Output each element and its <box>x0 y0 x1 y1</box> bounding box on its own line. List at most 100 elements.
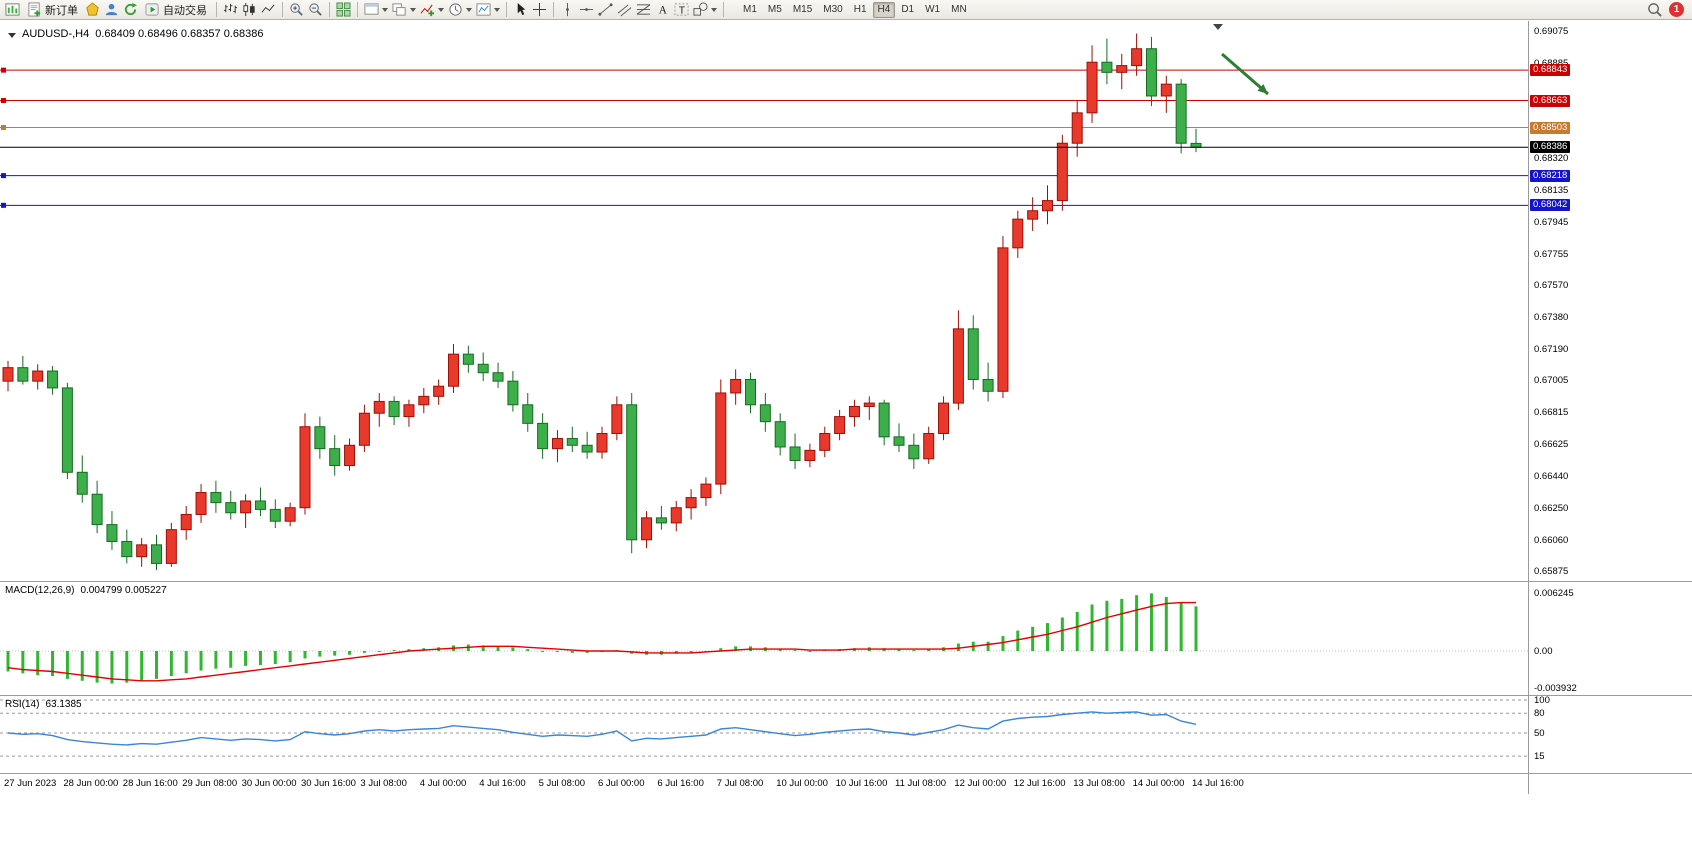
indicators-icon[interactable] <box>418 1 437 18</box>
horizontal-line-icon[interactable] <box>577 1 596 18</box>
timeframe-h4[interactable]: H4 <box>872 1 896 18</box>
symbol-dropdown-icon[interactable] <box>8 32 16 38</box>
search-icon[interactable] <box>1645 1 1664 18</box>
time-axis-label: 14 Jul 00:00 <box>1132 778 1185 789</box>
main-toolbar: 新订单 自动交易 <box>0 0 1692 20</box>
candle <box>91 493 103 526</box>
separator <box>723 2 724 17</box>
timeframe-w1[interactable]: W1 <box>925 3 941 15</box>
macd-histogram-bar <box>1031 626 1035 651</box>
macd-histogram-bar <box>1046 623 1049 651</box>
notification-badge[interactable]: 1 <box>1669 2 1684 17</box>
candle <box>1131 48 1143 67</box>
macd-histogram-bar <box>1060 617 1064 651</box>
time-axis-label: 30 Jun 00:00 <box>241 778 297 789</box>
macd-axis-label: 0.006245 <box>1534 587 1574 599</box>
price-axis[interactable]: 0.69075 0.68885 0.68320 0.68135 0.67945 0.677… <box>1528 21 1692 794</box>
templates-icon[interactable] <box>474 1 493 18</box>
line-handle <box>1 202 6 208</box>
vertical-line-icon[interactable] <box>558 1 577 18</box>
new-order-icon <box>28 2 41 17</box>
tile-windows-icon[interactable] <box>334 1 353 18</box>
text-icon[interactable]: A <box>653 1 672 18</box>
timeframe-m5[interactable]: M5 <box>767 3 782 15</box>
candle <box>1190 142 1202 148</box>
periods-icon[interactable] <box>446 1 465 18</box>
candle <box>804 449 816 461</box>
separator <box>282 2 283 17</box>
candle <box>180 513 192 531</box>
timeframe-mn[interactable]: MN <box>951 3 967 15</box>
refresh-icon[interactable] <box>121 1 140 18</box>
arrange-windows-icon[interactable] <box>362 1 381 18</box>
timeframe-d1[interactable]: D1 <box>901 3 915 15</box>
candle <box>982 378 994 392</box>
candlestick-chart-type-icon[interactable] <box>240 1 259 18</box>
macd-histogram-bar <box>169 651 173 677</box>
macd-histogram-bar <box>21 651 25 674</box>
candle <box>240 500 252 514</box>
indicators-caret-icon[interactable] <box>438 7 444 12</box>
label-icon[interactable]: T <box>672 1 691 18</box>
arrange-windows-caret-icon[interactable] <box>382 7 388 12</box>
timeframe-m30[interactable]: M30 <box>823 3 843 15</box>
fibonacci-icon[interactable] <box>634 1 653 18</box>
candle <box>433 385 445 397</box>
macd-histogram-bar <box>214 651 218 669</box>
timeframe-m15[interactable]: M15 <box>792 3 813 15</box>
main-price-chart[interactable] <box>0 21 1528 581</box>
time-axis[interactable]: 27 Jun 2023 28 Jun 00:00 28 Jun 16:00 29 Ju… <box>0 774 1528 794</box>
macd-indicator-name: MACD(12,26,9) <box>5 585 75 596</box>
bar-chart-type-icon[interactable] <box>221 1 240 18</box>
candle <box>17 367 29 382</box>
macd-panel[interactable] <box>0 582 1528 695</box>
cycle-charts-caret-icon[interactable] <box>410 7 416 12</box>
candle <box>551 438 563 450</box>
price-badge: 0.68503 <box>1530 121 1571 134</box>
time-axis-label: 4 Jul 00:00 <box>419 778 467 789</box>
zoom-out-icon[interactable] <box>306 1 325 18</box>
time-axis-label: 27 Jun 2023 <box>4 778 57 789</box>
macd-histogram-bar <box>303 651 307 659</box>
macd-histogram-bar <box>348 651 352 655</box>
time-axis-label: 3 Jul 08:00 <box>360 778 407 789</box>
macd-histogram-bar <box>125 651 129 683</box>
price-axis-label: 0.68135 <box>1534 184 1569 196</box>
line-chart-type-icon[interactable] <box>259 1 278 18</box>
macd-histogram-bar <box>1075 611 1079 651</box>
panel-separator[interactable] <box>0 695 1692 696</box>
macd-histogram-bar <box>333 651 337 656</box>
community-icon[interactable] <box>102 1 121 18</box>
candle <box>344 444 356 467</box>
macd-histogram-bar <box>244 651 248 666</box>
channel-icon[interactable] <box>615 1 634 18</box>
candle <box>878 402 890 438</box>
timeframe-h1[interactable]: H1 <box>853 3 867 15</box>
macd-histogram-bar <box>526 649 530 651</box>
trendline-icon[interactable] <box>596 1 615 18</box>
time-axis-label: 12 Jul 16:00 <box>1013 778 1066 789</box>
candle <box>774 421 786 448</box>
rsi-panel[interactable] <box>0 696 1528 773</box>
price-axis-label: 0.66250 <box>1534 502 1569 514</box>
price-axis-label: 0.67005 <box>1534 375 1569 387</box>
timeframe-m1[interactable]: M1 <box>743 3 757 15</box>
panel-separator[interactable] <box>0 581 1692 582</box>
periods-caret-icon[interactable] <box>466 7 472 12</box>
new-order-button[interactable]: 新订单 <box>22 1 83 19</box>
new-chart-icon[interactable] <box>3 1 22 18</box>
time-axis-label: 28 Jun 00:00 <box>63 778 119 789</box>
shapes-icon[interactable] <box>691 1 710 18</box>
templates-caret-icon[interactable] <box>494 7 500 12</box>
market-watch-icon[interactable] <box>83 1 102 18</box>
candle <box>195 492 207 515</box>
candle <box>1160 83 1172 97</box>
cursor-icon[interactable] <box>511 1 530 18</box>
shapes-caret-icon[interactable] <box>711 7 717 12</box>
macd-histogram-bar <box>511 647 515 651</box>
crosshair-icon[interactable] <box>530 1 549 18</box>
zoom-in-icon[interactable] <box>287 1 306 18</box>
cycle-charts-icon[interactable] <box>390 1 409 18</box>
auto-trading-button[interactable]: 自动交易 <box>140 1 212 19</box>
macd-histogram-bar <box>570 651 574 653</box>
